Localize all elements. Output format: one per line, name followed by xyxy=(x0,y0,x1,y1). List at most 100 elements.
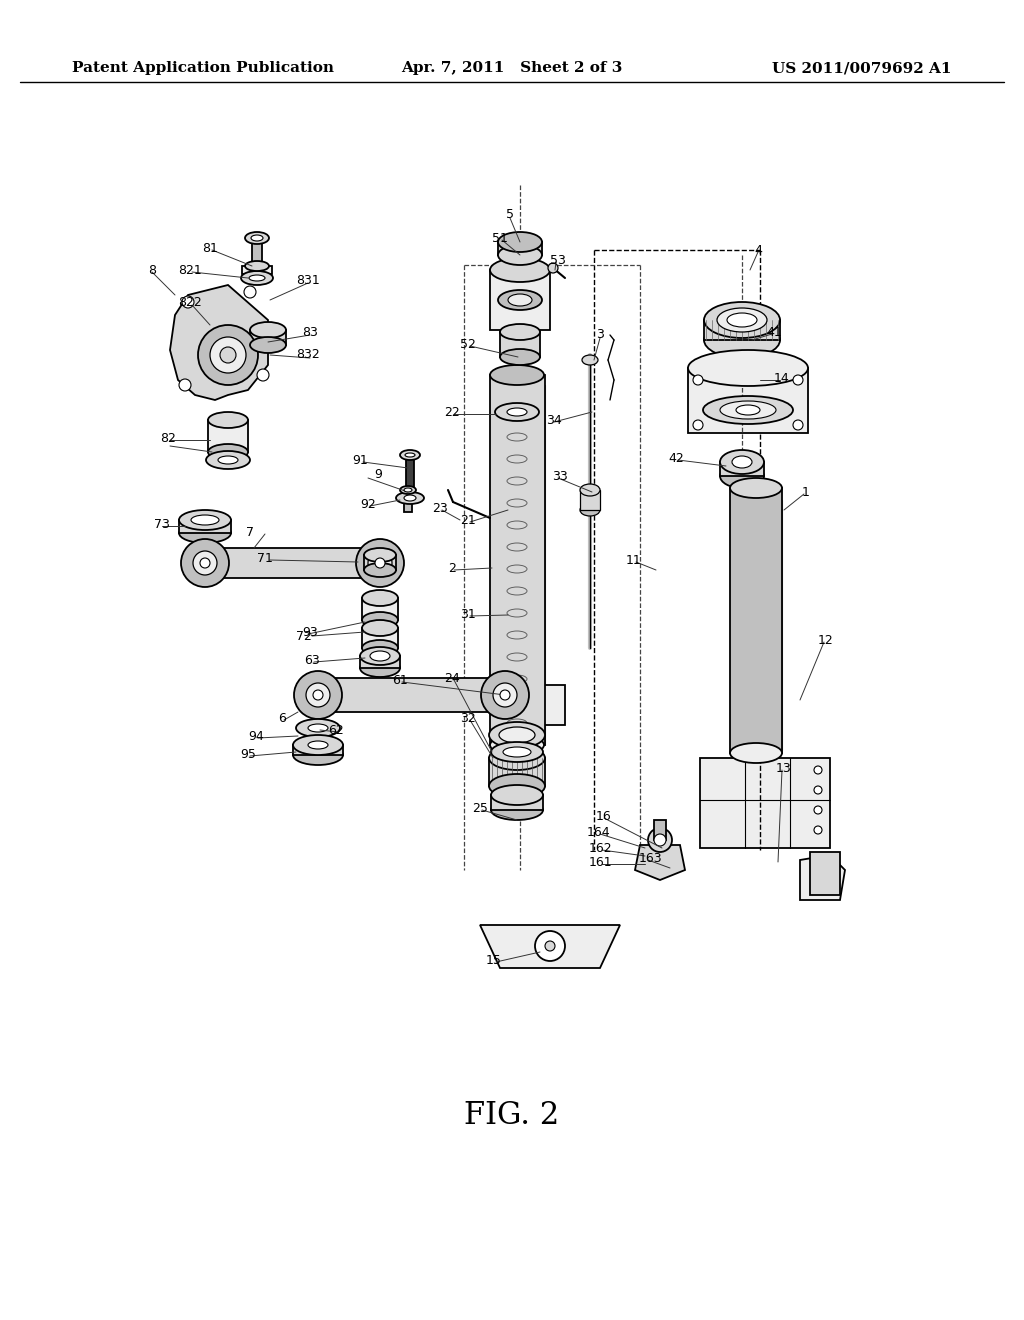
Circle shape xyxy=(545,941,555,950)
Ellipse shape xyxy=(400,486,416,494)
Text: 51: 51 xyxy=(493,231,508,244)
Polygon shape xyxy=(480,925,620,968)
Bar xyxy=(179,520,231,533)
Text: 42: 42 xyxy=(668,451,684,465)
Circle shape xyxy=(193,550,217,576)
Ellipse shape xyxy=(360,647,400,665)
Polygon shape xyxy=(303,678,518,711)
Bar xyxy=(362,598,398,620)
Circle shape xyxy=(182,296,194,308)
Text: 83: 83 xyxy=(302,326,317,338)
Ellipse shape xyxy=(717,308,767,333)
Text: 94: 94 xyxy=(248,730,264,742)
Ellipse shape xyxy=(503,747,531,756)
Text: 25: 25 xyxy=(472,801,488,814)
Ellipse shape xyxy=(730,743,782,763)
Text: 63: 63 xyxy=(304,653,319,667)
Ellipse shape xyxy=(703,396,793,424)
Text: 73: 73 xyxy=(154,517,170,531)
Ellipse shape xyxy=(490,800,543,820)
Bar xyxy=(498,242,542,255)
Text: 822: 822 xyxy=(178,296,202,309)
Ellipse shape xyxy=(206,451,250,469)
Ellipse shape xyxy=(370,651,390,661)
Polygon shape xyxy=(635,845,685,880)
Bar xyxy=(720,462,764,477)
Circle shape xyxy=(793,375,803,385)
Text: 13: 13 xyxy=(776,762,792,775)
Bar xyxy=(404,490,412,512)
Ellipse shape xyxy=(362,620,398,636)
Ellipse shape xyxy=(406,453,415,457)
Text: 41: 41 xyxy=(766,326,782,338)
Ellipse shape xyxy=(245,261,269,271)
Text: 32: 32 xyxy=(460,711,476,725)
Ellipse shape xyxy=(495,403,539,421)
Bar xyxy=(500,333,540,356)
Polygon shape xyxy=(170,285,268,400)
Text: 22: 22 xyxy=(444,405,460,418)
Ellipse shape xyxy=(499,727,535,743)
Ellipse shape xyxy=(250,322,286,338)
Ellipse shape xyxy=(732,455,752,469)
Polygon shape xyxy=(800,855,845,900)
Text: 71: 71 xyxy=(257,552,273,565)
Text: US 2011/0079692 A1: US 2011/0079692 A1 xyxy=(772,61,952,75)
Circle shape xyxy=(693,420,703,430)
Text: 5: 5 xyxy=(506,209,514,222)
Ellipse shape xyxy=(208,444,248,459)
Ellipse shape xyxy=(208,412,248,428)
Text: 61: 61 xyxy=(392,673,408,686)
Text: 831: 831 xyxy=(296,273,319,286)
Circle shape xyxy=(257,370,269,381)
Circle shape xyxy=(648,828,672,851)
Ellipse shape xyxy=(489,774,545,799)
Text: 8: 8 xyxy=(148,264,156,276)
Ellipse shape xyxy=(705,322,780,358)
Circle shape xyxy=(210,337,246,374)
Circle shape xyxy=(500,690,510,700)
Text: 11: 11 xyxy=(626,553,642,566)
Ellipse shape xyxy=(498,232,542,252)
Bar xyxy=(490,795,543,810)
Circle shape xyxy=(200,558,210,568)
Text: 24: 24 xyxy=(444,672,460,685)
Ellipse shape xyxy=(582,355,598,366)
Text: 33: 33 xyxy=(552,470,568,483)
Ellipse shape xyxy=(308,723,328,733)
Bar xyxy=(505,685,565,725)
Text: 53: 53 xyxy=(550,253,566,267)
Polygon shape xyxy=(810,851,840,895)
Bar xyxy=(490,271,550,330)
Text: 161: 161 xyxy=(588,855,611,869)
Ellipse shape xyxy=(362,612,398,628)
Circle shape xyxy=(814,807,822,814)
Circle shape xyxy=(356,539,404,587)
Text: 12: 12 xyxy=(818,634,834,647)
Text: 7: 7 xyxy=(246,525,254,539)
Ellipse shape xyxy=(293,744,343,766)
Circle shape xyxy=(220,347,236,363)
Text: 31: 31 xyxy=(460,607,476,620)
Text: 2: 2 xyxy=(449,561,456,574)
Text: 16: 16 xyxy=(596,809,612,822)
Ellipse shape xyxy=(404,488,412,492)
Text: 4: 4 xyxy=(754,243,762,256)
Ellipse shape xyxy=(251,235,263,242)
Circle shape xyxy=(535,931,565,961)
Circle shape xyxy=(198,325,258,385)
Ellipse shape xyxy=(720,401,776,418)
Circle shape xyxy=(793,420,803,430)
Bar xyxy=(406,455,414,490)
Ellipse shape xyxy=(296,719,340,737)
Text: 164: 164 xyxy=(586,825,610,838)
Text: 6: 6 xyxy=(279,711,286,725)
Ellipse shape xyxy=(490,785,543,805)
Ellipse shape xyxy=(293,735,343,755)
Bar xyxy=(360,656,400,668)
Bar xyxy=(208,420,248,451)
Ellipse shape xyxy=(490,257,550,282)
Circle shape xyxy=(493,682,517,708)
Polygon shape xyxy=(193,548,392,578)
Ellipse shape xyxy=(489,722,545,748)
